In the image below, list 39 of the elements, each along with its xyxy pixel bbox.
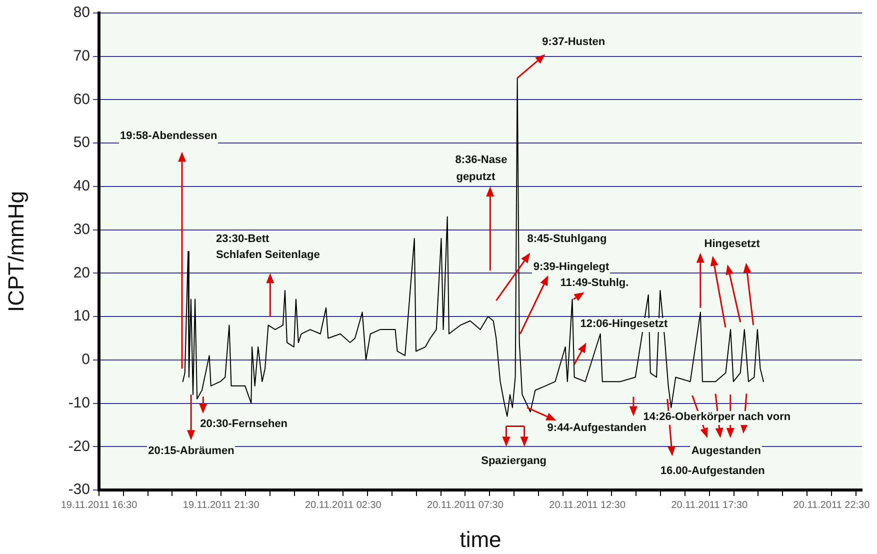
x-tick-label: 19.11.2011 21:30 [182,500,260,511]
annotation: 8:45-Stuhlgang [526,232,608,247]
annotation: 20:15-Abräumen [147,445,236,460]
annotation: 12:06-Hingesetzt [579,318,669,332]
y-tick-label: 0 [82,351,90,368]
y-tick-label: 10 [73,308,90,325]
annotation: 20:30-Fernsehen [199,418,289,432]
y-tick-label: 70 [73,48,90,65]
annotation: Hingesetzt [703,238,761,252]
x-axis-title: time [460,526,502,552]
annotation: Spaziergang [480,455,548,470]
annotation: Augestanden [690,445,762,460]
y-tick-label: -10 [68,394,90,412]
y-tick-label: 60 [73,90,90,108]
annotation: 11:49-Stuhlg. [559,277,630,292]
y-axis-title: ICPT/mmHg [3,191,28,312]
annotation: 14:26-Oberkörper nach vorn [642,411,792,426]
y-tick-label: 30 [73,220,90,238]
x-tick-label: 20.11.2011 02:30 [304,500,382,511]
annotation: geputzt [455,171,496,186]
y-tick-label: 40 [73,178,90,195]
annotation: 9:44-Aufgestanden [546,422,648,436]
annotation: 19:58-Abendessen [119,130,218,144]
y-tick-label: 50 [73,134,90,152]
annotation: Schlafen Seitenlage [214,248,321,263]
y-tick-label: 80 [73,4,90,22]
y-tick-label: -30 [68,481,90,498]
annotation: 23:30-Bett [214,232,270,247]
y-tick-label: -20 [68,438,90,455]
annotation: 9:39-Hingelegt [532,260,610,275]
annotation: 16.00-Aufgestanden [659,465,766,480]
annotation: 9:37-Husten [541,36,606,50]
annotation: 8:36-Nase [454,154,508,168]
y-tick-label: 20 [73,264,90,282]
x-tick-label: 20.11.2011 07:30 [427,500,504,511]
x-tick-label: 20.11.2011 17:30 [671,500,748,511]
x-tick-label: 20.11.2011 12:30 [549,500,626,511]
x-tick-label: 20.11.2011 22:30 [793,500,870,511]
x-tick-label: 19.11.2011 16:30 [60,500,138,511]
